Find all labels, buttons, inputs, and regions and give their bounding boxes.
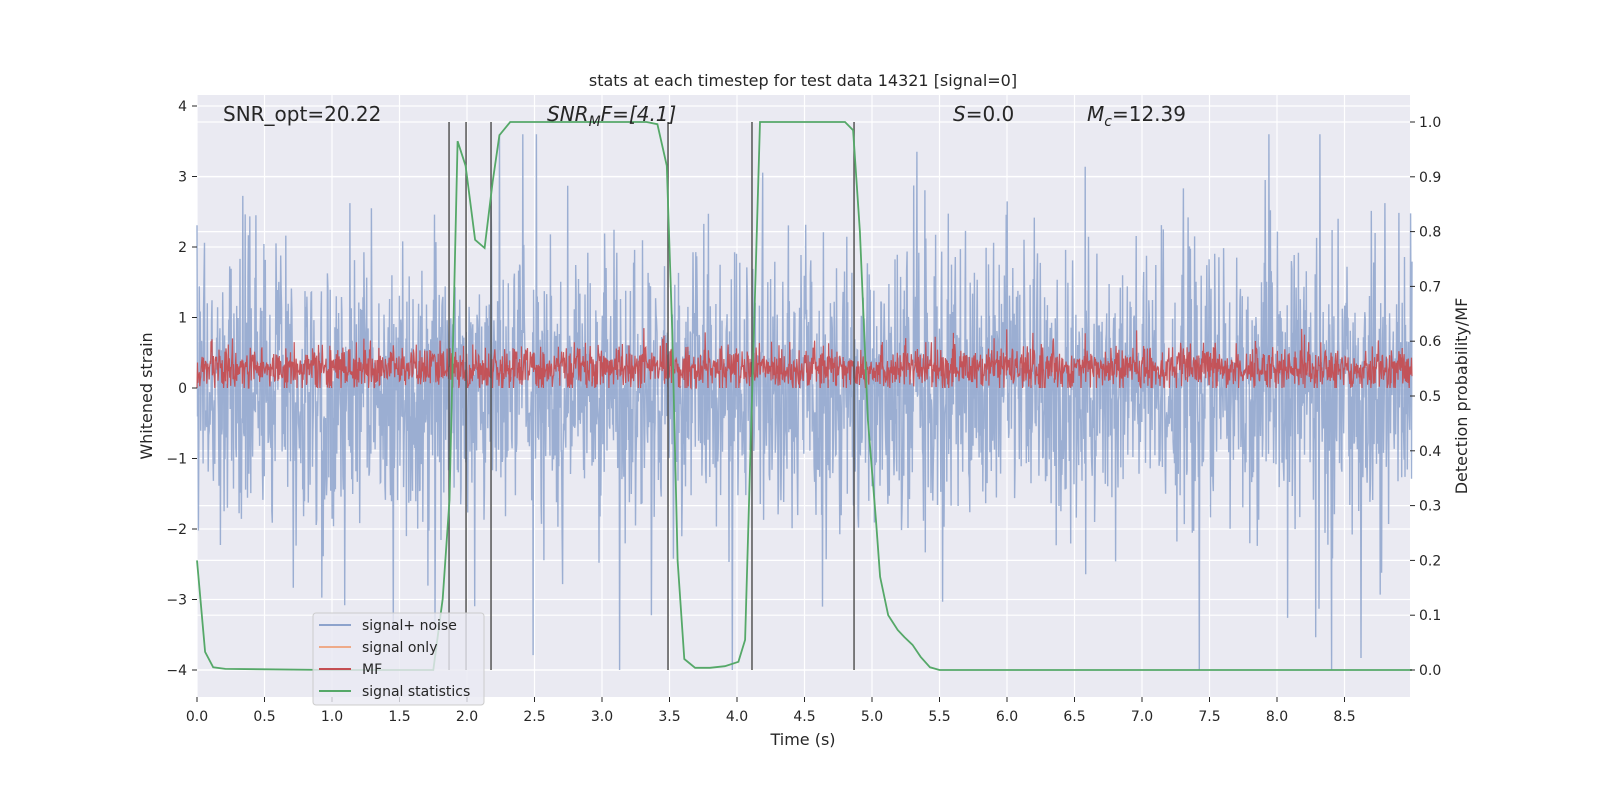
- y-right-tick-label: 1.0: [1419, 115, 1441, 131]
- y-right-tick-label: 0.3: [1419, 499, 1441, 515]
- x-tick-label: 0.5: [253, 709, 275, 725]
- ticks: 0.0 0.5 1.0 1.5 2.0 2.5 3.0 3.5 4.0 4.5 5.0 5.5 6.0 6…: [166, 99, 1441, 725]
- signal-statistics-line: [196, 121, 1412, 671]
- x-tick-label: 3.0: [591, 709, 613, 725]
- y-tick-label: 4: [178, 99, 187, 115]
- y-right-tick-label: 0.1: [1419, 608, 1441, 624]
- y-right-tick-label: 0.6: [1419, 334, 1441, 350]
- y-right-tick-label: 0.4: [1419, 444, 1441, 460]
- y-right-tick-label: 0.2: [1419, 553, 1441, 569]
- mf-line: [196, 328, 1413, 390]
- x-tick-label: 7.5: [1198, 709, 1220, 725]
- x-tick-label: 3.5: [658, 709, 680, 725]
- y-right-tick-label: 0.9: [1419, 170, 1441, 186]
- legend: signal+ noise signal only MF signal stat…: [312, 612, 485, 706]
- x-tick-label: 0.0: [186, 709, 208, 725]
- series-layer: [196, 121, 1413, 671]
- signal-noise-line: [196, 134, 1413, 671]
- x-tick-label: 6.5: [1063, 709, 1085, 725]
- x-tick-label: 8.5: [1333, 709, 1355, 725]
- y-right-tick-label: 0.7: [1419, 279, 1441, 295]
- y-right-tick-label: 0.0: [1419, 663, 1441, 679]
- y-tick-label: 1: [178, 311, 187, 327]
- y-axis-label: Whitened strain: [137, 332, 156, 459]
- y-tick-label: −3: [166, 593, 187, 609]
- x-tick-label: 6.0: [996, 709, 1018, 725]
- x-tick-label: 1.5: [388, 709, 410, 725]
- y-tick-label: −2: [166, 522, 187, 538]
- x-tick-label: 2.0: [456, 709, 478, 725]
- y-right-tick-label: 0.8: [1419, 225, 1441, 241]
- x-tick-label: 5.5: [928, 709, 950, 725]
- legend-label-signal: signal only: [362, 640, 437, 656]
- y-tick-label: 2: [178, 240, 187, 256]
- x-tick-label: 8.0: [1266, 709, 1288, 725]
- annotation-snr-mf: SNRMF=[4.1]: [547, 102, 676, 130]
- y-tick-label: −1: [166, 452, 187, 468]
- y-tick-label: 3: [178, 170, 187, 186]
- annotation-s: S=0.0: [953, 102, 1014, 126]
- y-tick-label: −4: [166, 663, 187, 679]
- annotation-mc: Mc=12.39: [1087, 102, 1186, 130]
- x-tick-label: 4.5: [793, 709, 815, 725]
- y-right-tick-label: 0.5: [1419, 389, 1441, 405]
- legend-label-mf: MF: [362, 662, 382, 678]
- x-tick-label: 7.0: [1131, 709, 1153, 725]
- legend-label-stats: signal statistics: [362, 684, 470, 700]
- x-tick-label: 1.0: [321, 709, 343, 725]
- x-axis-label: Time (s): [769, 730, 835, 749]
- chart-title: stats at each timestep for test data 143…: [589, 71, 1017, 90]
- annotation-snr-opt: SNR_opt=20.22: [223, 102, 381, 126]
- legend-label-noise: signal+ noise: [362, 618, 457, 634]
- y-tick-label: 0: [178, 381, 187, 397]
- x-tick-label: 2.5: [523, 709, 545, 725]
- x-tick-label: 4.0: [726, 709, 748, 725]
- x-tick-label: 5.0: [861, 709, 883, 725]
- y-axis-right-label: Detection probability/MF: [1452, 298, 1471, 495]
